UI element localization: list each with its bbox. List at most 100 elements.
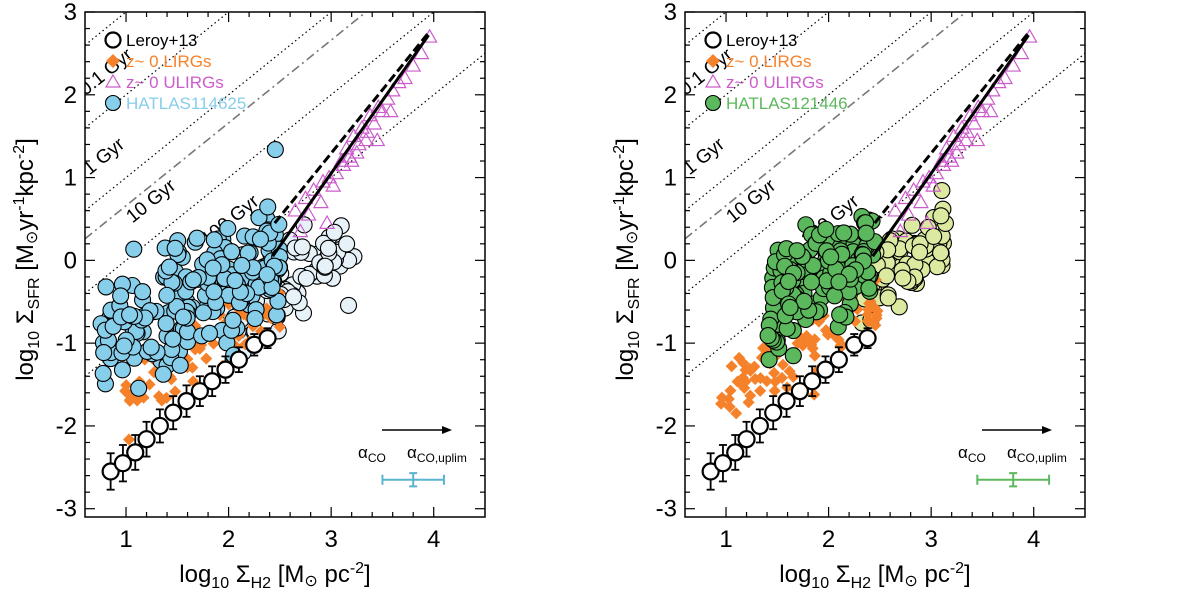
ulirg-point	[343, 152, 360, 167]
source-point	[246, 309, 264, 328]
y-tick-label: 2	[64, 82, 77, 109]
alpha-co-uplim-label: αCO,uplim	[407, 443, 467, 465]
ulirg-point	[357, 132, 375, 147]
leroy-point	[858, 329, 877, 348]
label-part: ]	[364, 561, 371, 588]
label-part: log	[179, 561, 211, 588]
y-axis-label: log10 ΣSFR [M⊙yr-1kpc-2]	[611, 138, 643, 381]
depletion-line	[685, 12, 1035, 294]
ulirg-point	[887, 202, 904, 217]
lirg-point	[861, 308, 874, 321]
label-part: Σ	[12, 309, 39, 331]
source-point	[226, 272, 244, 290]
label-part: [M	[612, 244, 639, 277]
fit-solid-line	[871, 34, 1030, 258]
leroy-point	[258, 329, 277, 348]
faint-source-point	[932, 207, 950, 225]
ulirg-point	[1005, 57, 1022, 72]
ulirg-point	[959, 123, 976, 138]
legend-label: HATLAS121446	[726, 94, 848, 113]
legend-marker-circle	[704, 31, 722, 49]
source-point	[205, 231, 223, 249]
label-part: log	[779, 561, 811, 588]
source-point	[760, 351, 778, 369]
lirg-point	[120, 379, 133, 392]
ulirg-point	[943, 152, 960, 167]
lirg-point	[760, 375, 773, 388]
faint-source-point	[285, 288, 303, 306]
lirg-point	[120, 386, 133, 399]
alpha-subscript: CO	[368, 451, 386, 465]
legend-marker-triangle	[704, 73, 722, 88]
source-point	[802, 273, 820, 291]
legend-marker-filled	[104, 94, 122, 112]
source-point	[835, 224, 853, 242]
leroy-point	[790, 382, 809, 401]
lirg-point	[200, 352, 213, 365]
source-point	[113, 361, 132, 379]
ulirg-point	[297, 190, 314, 205]
legend-label: z~ 0 LIRGs	[726, 52, 812, 71]
label-part: yr	[612, 211, 639, 231]
ulirg-point	[897, 190, 914, 205]
leroy-point	[777, 391, 796, 411]
x-tick-label: 3	[924, 526, 937, 553]
ulirg-point	[892, 223, 909, 238]
ulirg-point	[335, 156, 352, 172]
y-tick-label: 3	[64, 0, 77, 26]
faint-source-point	[879, 289, 897, 307]
source-point	[121, 306, 139, 324]
depletion-label: 1 Gyr	[679, 134, 729, 180]
source-point	[194, 304, 212, 322]
ulirg-point	[319, 214, 336, 229]
y-tick-label: 1	[664, 165, 677, 192]
lirg-point	[768, 367, 781, 380]
lirg-point	[123, 394, 136, 407]
y-tick-label: 2	[664, 82, 677, 109]
alpha-symbol: α	[407, 443, 417, 462]
source-point	[171, 356, 189, 374]
depletion-line	[685, 12, 830, 129]
x-axis-label: log10 ΣH2 [M⊙ pc-2]	[779, 560, 970, 592]
label-part: Σ	[829, 561, 851, 588]
source-point	[830, 273, 848, 291]
ulirg-point	[382, 103, 399, 118]
source-point	[224, 311, 242, 329]
lirg-point	[725, 360, 738, 373]
source-point	[759, 327, 777, 345]
lirg-point	[754, 384, 767, 397]
leroy-point	[190, 382, 209, 401]
source-point	[259, 198, 277, 216]
plot-frame	[684, 11, 1086, 518]
leroy-point	[701, 462, 720, 481]
lirg-point	[775, 371, 788, 384]
source-point	[251, 230, 269, 248]
lirg-point	[739, 375, 752, 388]
faint-source-point	[339, 296, 358, 314]
alpha-arrow-head	[1042, 426, 1052, 434]
y-tick-label: -3	[56, 496, 77, 523]
x-tick-label: 2	[822, 526, 835, 553]
label-part: pc	[918, 561, 950, 588]
legend-marker-diamond	[106, 54, 120, 68]
label-part: yr	[12, 211, 39, 231]
x-tick-label: 3	[324, 526, 337, 553]
label-superscript: -2	[350, 560, 364, 577]
label-subscript: H2	[251, 575, 272, 592]
fit-dashed-line	[873, 31, 1030, 225]
source-point	[166, 239, 184, 257]
ulirg-point	[369, 132, 386, 147]
y-tick-label: -1	[56, 330, 77, 357]
depletion-line	[85, 12, 230, 129]
legend-marker-diamond	[706, 54, 720, 68]
label-part: kpc	[612, 159, 639, 196]
lirg-point	[799, 333, 812, 346]
ulirg-point	[905, 181, 922, 196]
lirg-point	[808, 349, 821, 362]
lirg-point	[160, 391, 173, 404]
alpha-co-label: αCO	[358, 443, 386, 465]
alpha-subscript: CO,uplim	[1017, 451, 1067, 465]
y-tick-label: -2	[56, 413, 77, 440]
source-point	[95, 344, 113, 362]
lirg-point	[169, 385, 182, 398]
